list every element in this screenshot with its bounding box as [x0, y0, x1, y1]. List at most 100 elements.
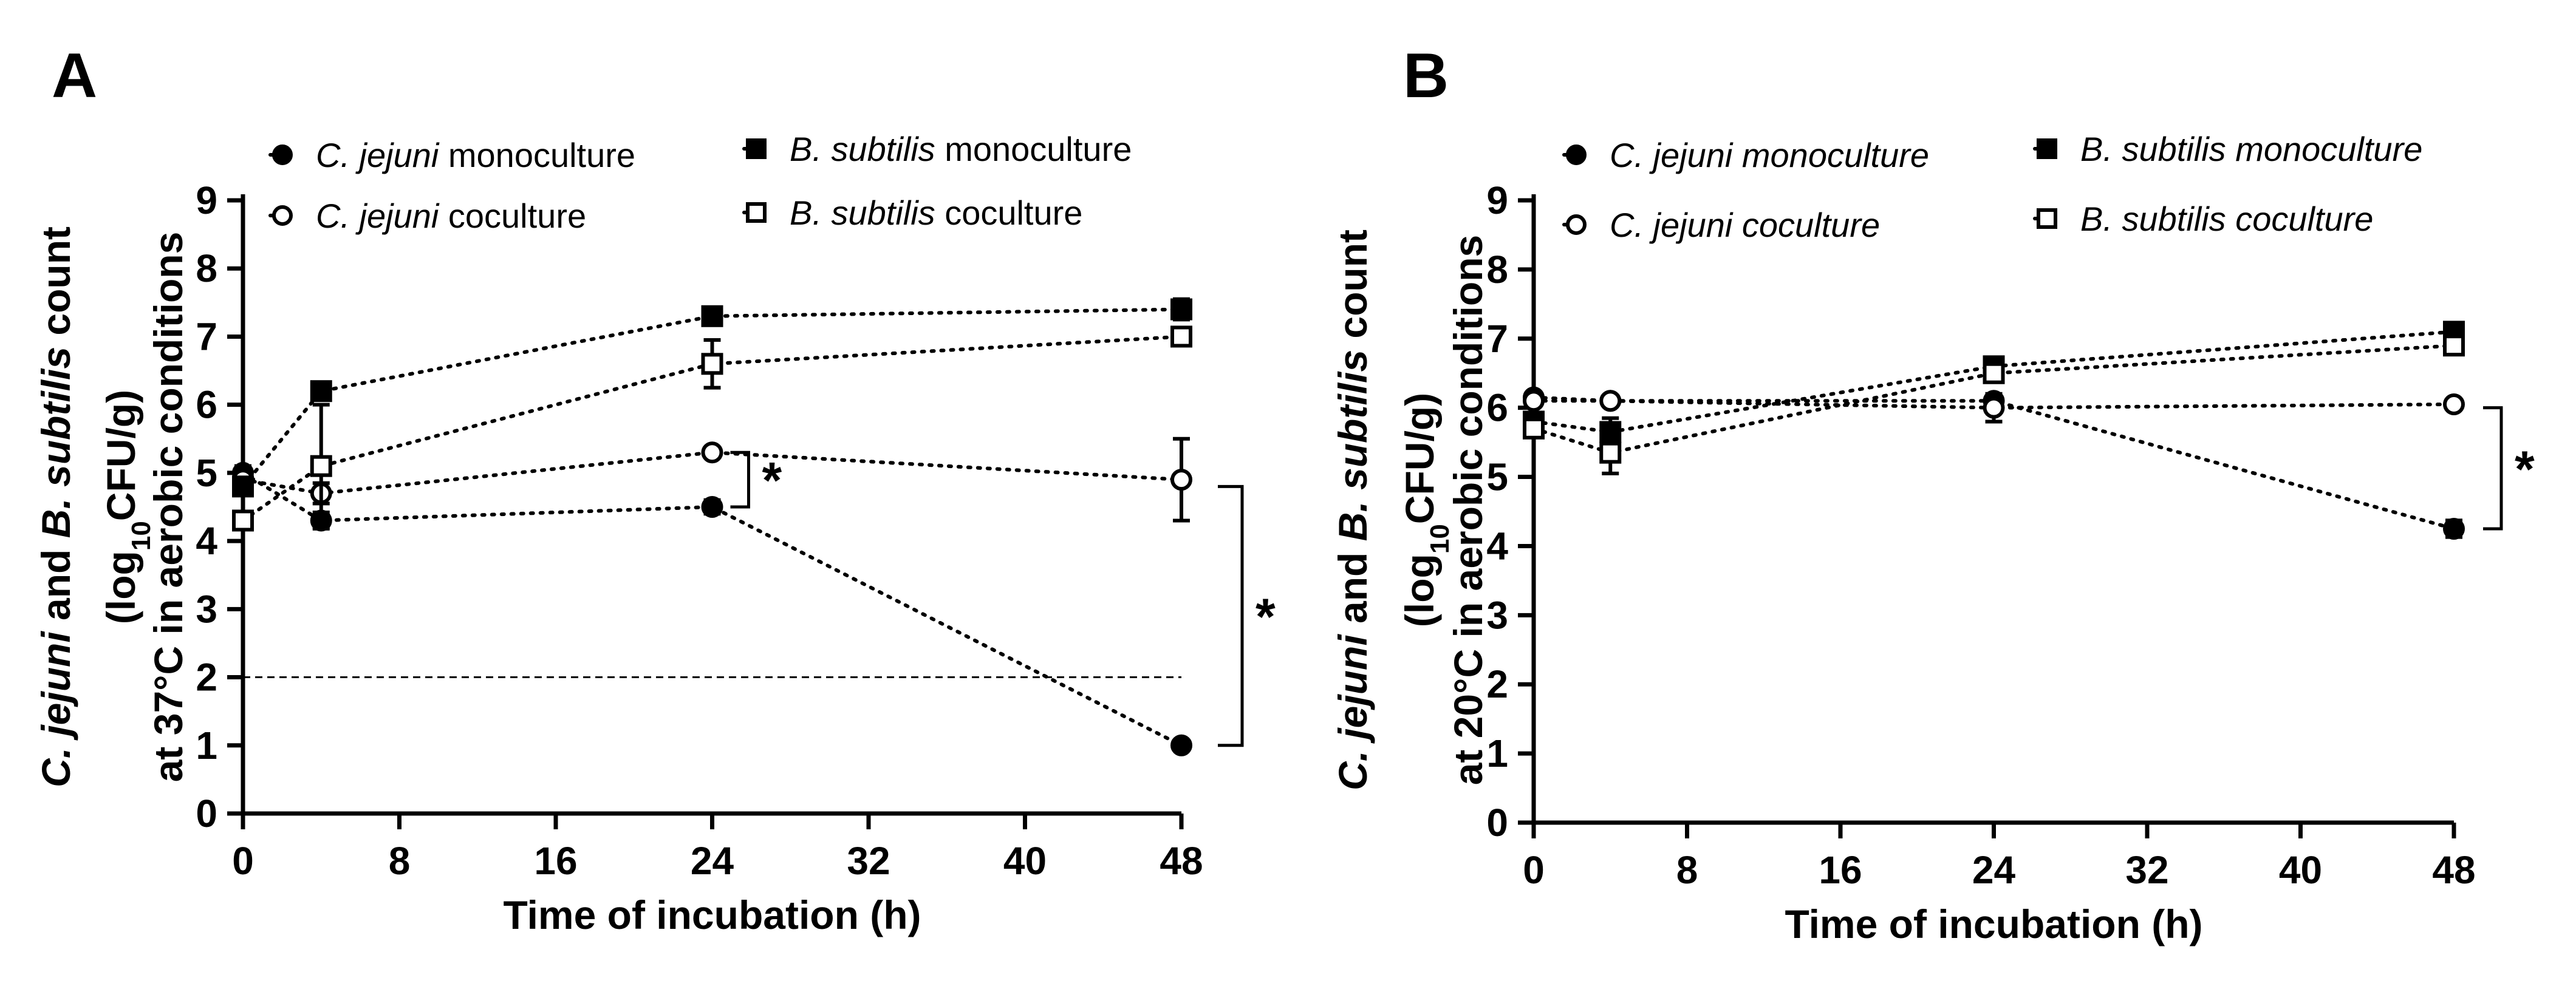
legend: C. jejuni monoculture C. jejuni coculture…	[268, 130, 1132, 235]
significance-asterisk: *	[2515, 440, 2535, 497]
series-line	[1532, 344, 2456, 455]
legend-label: C. jejuni coculture	[316, 197, 586, 235]
legend-label: B. subtilis monoculture	[2080, 130, 2422, 168]
y-tick-label: 5	[1486, 455, 1508, 499]
legend-item: B. subtilis monoculture	[742, 130, 1132, 168]
x-tick-label: 8	[1676, 848, 1698, 892]
legend-label: B. subtilis coculture	[2080, 200, 2373, 238]
x-tick-label: 32	[2125, 848, 2168, 892]
series-line	[241, 450, 1183, 495]
legend-marker	[746, 202, 767, 223]
x-tick-label: 0	[232, 839, 254, 883]
panel-label: A	[52, 41, 97, 111]
series-filled-square	[232, 297, 1192, 498]
legend-item: C. jejuni monoculture	[268, 136, 635, 174]
x-tick-label: 0	[1523, 848, 1545, 892]
x-tick-label: 32	[847, 839, 890, 883]
data-point	[2443, 335, 2465, 357]
y-axis-title-line: (log10CFU/g)	[98, 390, 156, 624]
panel-b: B 0 8 16 24 32 40 48 0 1 2 3 4 5 6 7 8 9 Time of incubatio…	[1330, 41, 2535, 946]
data-point	[701, 496, 723, 518]
legend-item: B. subtilis monoculture	[2033, 130, 2422, 168]
x-tick-label: 24	[1972, 848, 2016, 892]
bracket-line	[730, 450, 750, 509]
y-tick-label: 2	[196, 656, 217, 699]
y-axis-title-line: (log10CFU/g)	[1397, 393, 1455, 627]
legend-item: C. jejuni coculture	[268, 197, 586, 235]
series-line	[241, 335, 1183, 523]
y-tick-label: 9	[1486, 178, 1508, 222]
x-tick-label: 40	[2279, 848, 2322, 892]
y-axis-title-line: C. jejuni and B. subtilis count	[1330, 229, 1375, 790]
data-point	[1170, 325, 1192, 348]
data-point	[310, 455, 332, 477]
panel-a: A 0 8 16 24 32 40 48 0 1 2 3 4 5 6 7 8 9 Time of incubatio…	[33, 41, 1276, 937]
series-open-square	[1523, 335, 2465, 475]
bracket-line	[1218, 484, 1244, 747]
x-tick-label: 40	[1003, 839, 1047, 883]
y-tick-label: 4	[196, 519, 217, 563]
data-point	[232, 475, 254, 498]
legend-label: C. jejuni coculture	[1610, 206, 1880, 244]
legend-item: C. jejuni coculture	[1562, 206, 1880, 244]
legend-label: C. jejuni monoculture	[316, 136, 635, 174]
series-open-circle	[1523, 390, 2465, 424]
bracket-line	[2483, 406, 2503, 531]
y-axis-title-line: at 37°C in aerobic conditions	[146, 232, 191, 783]
legend-marker	[1566, 214, 1587, 235]
legend-label: B. subtilis monoculture	[790, 130, 1132, 168]
y-tick-label: 0	[1486, 801, 1508, 844]
significance-bracket: *	[1218, 484, 1276, 747]
y-axis-title-line: C. jejuni and B. subtilis count	[33, 226, 78, 787]
legend-item: B. subtilis coculture	[2033, 200, 2373, 238]
data-point	[1983, 362, 2005, 384]
significance-bracket: *	[730, 450, 782, 509]
x-tick-label: 16	[534, 839, 577, 883]
y-tick-label: 7	[196, 314, 217, 358]
x-tick-label: 48	[1160, 839, 1203, 883]
data-point	[1983, 396, 2005, 419]
legend-label: B. subtilis coculture	[790, 194, 1082, 232]
data-point	[1599, 441, 1622, 464]
legend-marker	[272, 144, 293, 165]
significance-asterisk: *	[762, 452, 782, 509]
significance-bracket: *	[2483, 406, 2535, 531]
y-tick-label: 2	[1486, 662, 1508, 706]
data-point	[232, 509, 254, 532]
data-point	[1523, 417, 1545, 440]
y-tick-label: 4	[1486, 524, 1508, 568]
axes: 0 8 16 24 32 40 48 0 1 2 3 4 5 6 7 8 9	[1486, 178, 2475, 892]
x-tick-label: 8	[389, 839, 411, 883]
data-point	[1170, 734, 1192, 756]
y-tick-label: 8	[1486, 248, 1508, 291]
y-tick-label: 6	[1486, 386, 1508, 430]
data-point	[1170, 298, 1192, 321]
data-point	[1523, 390, 1545, 412]
y-tick-label: 1	[196, 724, 217, 767]
y-tick-label: 1	[1486, 732, 1508, 775]
data-point	[2443, 517, 2465, 540]
data-point	[701, 441, 723, 464]
x-axis-title: Time of incubation (h)	[1785, 902, 2202, 946]
y-tick-label: 7	[1486, 317, 1508, 361]
data-point	[310, 380, 332, 403]
legend: C. jejuni monoculture C. jejuni coculture…	[1562, 130, 2422, 244]
y-tick-label: 3	[196, 587, 217, 631]
y-tick-label: 0	[196, 792, 217, 835]
series-filled-circle	[232, 461, 1192, 756]
data-point	[1599, 390, 1622, 412]
legend-item: C. jejuni monoculture	[1562, 136, 1929, 174]
series-open-square	[232, 325, 1192, 532]
legend-marker	[272, 205, 293, 226]
data-point	[2443, 393, 2465, 415]
axes: 0 8 16 24 32 40 48 0 1 2 3 4 5 6 7 8 9	[196, 178, 1203, 883]
y-tick-label: 9	[196, 178, 217, 222]
series-line	[1532, 330, 2456, 434]
legend-item: B. subtilis coculture	[742, 194, 1082, 232]
panel-label: B	[1403, 41, 1449, 111]
data-point	[701, 305, 723, 327]
data-point	[1170, 469, 1192, 491]
x-tick-label: 24	[691, 839, 734, 883]
y-tick-label: 6	[196, 383, 217, 427]
